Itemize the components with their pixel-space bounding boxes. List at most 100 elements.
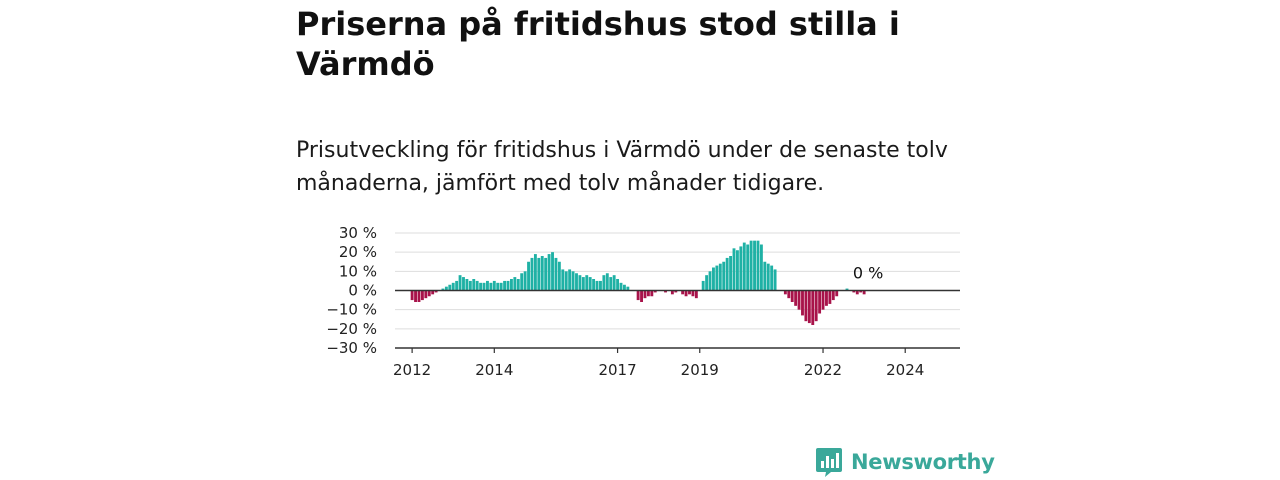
bar	[807, 290, 811, 324]
y-tick-label: −10 %	[326, 301, 377, 319]
bar	[691, 290, 695, 297]
y-tick-label: −20 %	[326, 320, 377, 338]
bar	[424, 290, 428, 299]
bar	[503, 280, 507, 291]
bar	[712, 267, 715, 291]
bar	[564, 271, 568, 291]
bar	[544, 257, 548, 291]
bar	[831, 290, 835, 301]
bar	[527, 261, 530, 291]
bar	[790, 290, 794, 302]
bar	[451, 282, 455, 291]
bar	[585, 275, 589, 291]
bar	[804, 290, 808, 322]
bar	[414, 290, 417, 302]
bar	[828, 290, 832, 304]
bar	[794, 290, 798, 306]
bar	[465, 279, 469, 291]
bar	[520, 273, 524, 291]
bar	[486, 280, 489, 291]
x-tick-label: 2024	[886, 361, 924, 379]
bar	[626, 286, 630, 291]
bar	[708, 271, 712, 291]
bar	[410, 290, 414, 301]
bar	[554, 257, 558, 291]
bar	[537, 257, 541, 291]
bar	[722, 261, 726, 291]
y-tick-label: 30 %	[339, 224, 377, 242]
bar	[862, 290, 866, 295]
bar	[684, 290, 688, 297]
bar	[431, 290, 435, 295]
bar	[472, 279, 476, 291]
bar	[588, 277, 592, 291]
bar	[725, 257, 729, 291]
bar	[763, 261, 767, 291]
bar	[753, 240, 756, 291]
bar	[801, 290, 804, 316]
bar	[787, 290, 791, 299]
bar	[845, 288, 849, 291]
bar	[462, 277, 465, 291]
bar	[855, 290, 859, 295]
price-change-chart: 30 %20 %10 %0 %−10 %−20 %−30 % 2012 2014 2…	[326, 224, 960, 379]
bar	[811, 290, 815, 325]
page-title: Priserna på fritidshus stod stilla i Vär…	[296, 5, 900, 83]
bar	[475, 280, 479, 291]
y-tick-label: 0 %	[348, 282, 377, 300]
bar	[619, 282, 623, 291]
y-tick-label: −30 %	[326, 339, 377, 357]
last-value-annotation: 0 %	[853, 264, 883, 283]
x-tick-label: 2014	[475, 361, 513, 379]
bar	[732, 248, 736, 291]
bar	[441, 288, 445, 291]
bar	[595, 280, 599, 291]
bar	[434, 290, 438, 293]
y-tick-label: 10 %	[339, 262, 377, 280]
bar	[479, 282, 483, 291]
bar	[509, 279, 513, 291]
bar	[729, 256, 733, 291]
bar	[499, 282, 503, 291]
bar	[609, 277, 613, 291]
bar	[592, 279, 596, 291]
bar	[640, 290, 643, 302]
bar	[759, 244, 763, 291]
bar	[797, 290, 801, 310]
x-tick-label: 2012	[393, 361, 431, 379]
bar	[622, 284, 626, 291]
bar	[468, 280, 472, 291]
bar	[670, 290, 674, 295]
bar	[448, 284, 452, 291]
bar	[458, 275, 462, 291]
bar	[643, 290, 647, 299]
chart-subtitle: Prisutveckling för fritidshus i Värmdö u…	[296, 138, 948, 196]
bar	[581, 277, 585, 291]
y-axis-ticks: 30 %20 %10 % 0 %−10 %−20 %−30 %	[326, 224, 377, 357]
bar	[756, 240, 760, 291]
bar	[605, 273, 609, 291]
bar	[749, 240, 753, 291]
bar	[766, 263, 770, 291]
bar	[783, 290, 787, 295]
bar	[602, 275, 606, 291]
bar	[825, 290, 828, 306]
bar	[688, 290, 691, 295]
bar	[547, 254, 551, 291]
bar	[561, 269, 565, 291]
bar	[533, 254, 537, 291]
bar	[571, 271, 575, 291]
bar	[455, 280, 459, 291]
bar	[705, 275, 709, 291]
bar	[551, 252, 554, 291]
bar	[578, 275, 582, 291]
bar	[653, 290, 657, 293]
x-tick-label: 2019	[681, 361, 719, 379]
bars	[410, 240, 866, 325]
bar	[664, 290, 667, 293]
bar	[674, 290, 678, 293]
bar	[489, 282, 493, 291]
bar	[516, 279, 520, 291]
bar	[506, 280, 510, 291]
bar	[482, 282, 486, 291]
